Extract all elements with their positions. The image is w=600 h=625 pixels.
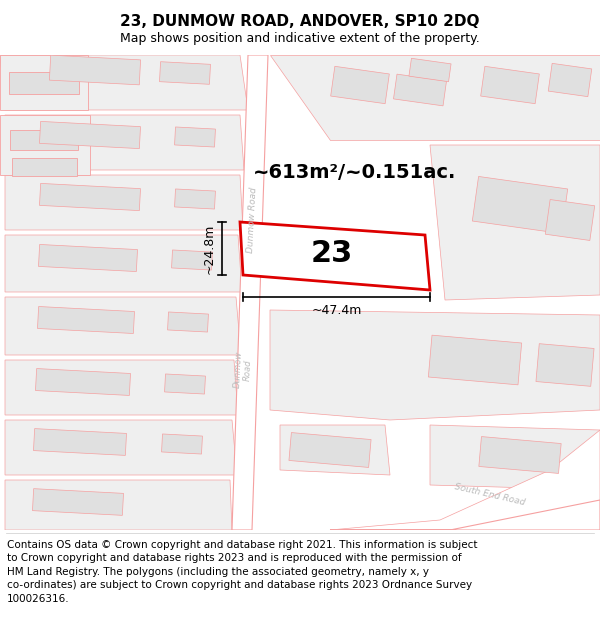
Polygon shape	[40, 183, 140, 211]
Polygon shape	[34, 429, 127, 456]
Polygon shape	[175, 189, 215, 209]
Polygon shape	[5, 360, 238, 415]
Text: 23: 23	[311, 239, 353, 269]
Polygon shape	[545, 199, 595, 241]
Polygon shape	[289, 432, 371, 468]
Text: South End Road: South End Road	[454, 482, 526, 508]
Text: ~613m²/~0.151ac.: ~613m²/~0.151ac.	[253, 162, 457, 181]
Polygon shape	[331, 66, 389, 104]
Polygon shape	[270, 310, 600, 420]
Polygon shape	[160, 62, 211, 84]
Polygon shape	[330, 430, 600, 530]
Polygon shape	[430, 425, 600, 490]
Text: Dunmow Road: Dunmow Road	[246, 187, 258, 253]
Polygon shape	[0, 115, 90, 175]
Polygon shape	[49, 55, 140, 85]
Polygon shape	[5, 480, 232, 530]
Polygon shape	[479, 437, 561, 473]
Polygon shape	[0, 55, 248, 110]
Polygon shape	[5, 115, 244, 170]
Polygon shape	[409, 58, 451, 82]
Polygon shape	[35, 369, 131, 396]
Polygon shape	[536, 344, 594, 386]
Polygon shape	[10, 130, 78, 150]
Polygon shape	[430, 145, 600, 300]
Polygon shape	[240, 222, 430, 290]
Polygon shape	[5, 175, 243, 230]
Polygon shape	[394, 74, 446, 106]
Polygon shape	[11, 158, 77, 176]
Polygon shape	[40, 121, 140, 149]
Text: Contains OS data © Crown copyright and database right 2021. This information is : Contains OS data © Crown copyright and d…	[7, 539, 478, 604]
Polygon shape	[37, 306, 134, 334]
Polygon shape	[5, 420, 237, 475]
Polygon shape	[164, 374, 205, 394]
Polygon shape	[172, 250, 212, 270]
Polygon shape	[0, 55, 88, 110]
Polygon shape	[280, 425, 390, 475]
Polygon shape	[428, 335, 521, 385]
Text: Dunmow
Road: Dunmow Road	[232, 351, 254, 389]
Polygon shape	[5, 297, 241, 355]
Text: ~24.8m: ~24.8m	[203, 223, 216, 274]
Polygon shape	[270, 55, 600, 140]
Polygon shape	[38, 244, 137, 271]
Polygon shape	[167, 312, 208, 332]
Text: 23, DUNMOW ROAD, ANDOVER, SP10 2DQ: 23, DUNMOW ROAD, ANDOVER, SP10 2DQ	[120, 14, 480, 29]
Polygon shape	[330, 500, 600, 530]
Text: ~47.4m: ~47.4m	[311, 304, 362, 317]
Polygon shape	[9, 72, 79, 94]
Polygon shape	[472, 176, 568, 234]
Polygon shape	[175, 127, 215, 147]
Polygon shape	[32, 489, 124, 516]
Polygon shape	[232, 55, 268, 530]
Polygon shape	[5, 235, 242, 292]
Polygon shape	[548, 63, 592, 97]
Polygon shape	[161, 434, 202, 454]
Polygon shape	[481, 66, 539, 104]
Text: Map shows position and indicative extent of the property.: Map shows position and indicative extent…	[120, 32, 480, 45]
